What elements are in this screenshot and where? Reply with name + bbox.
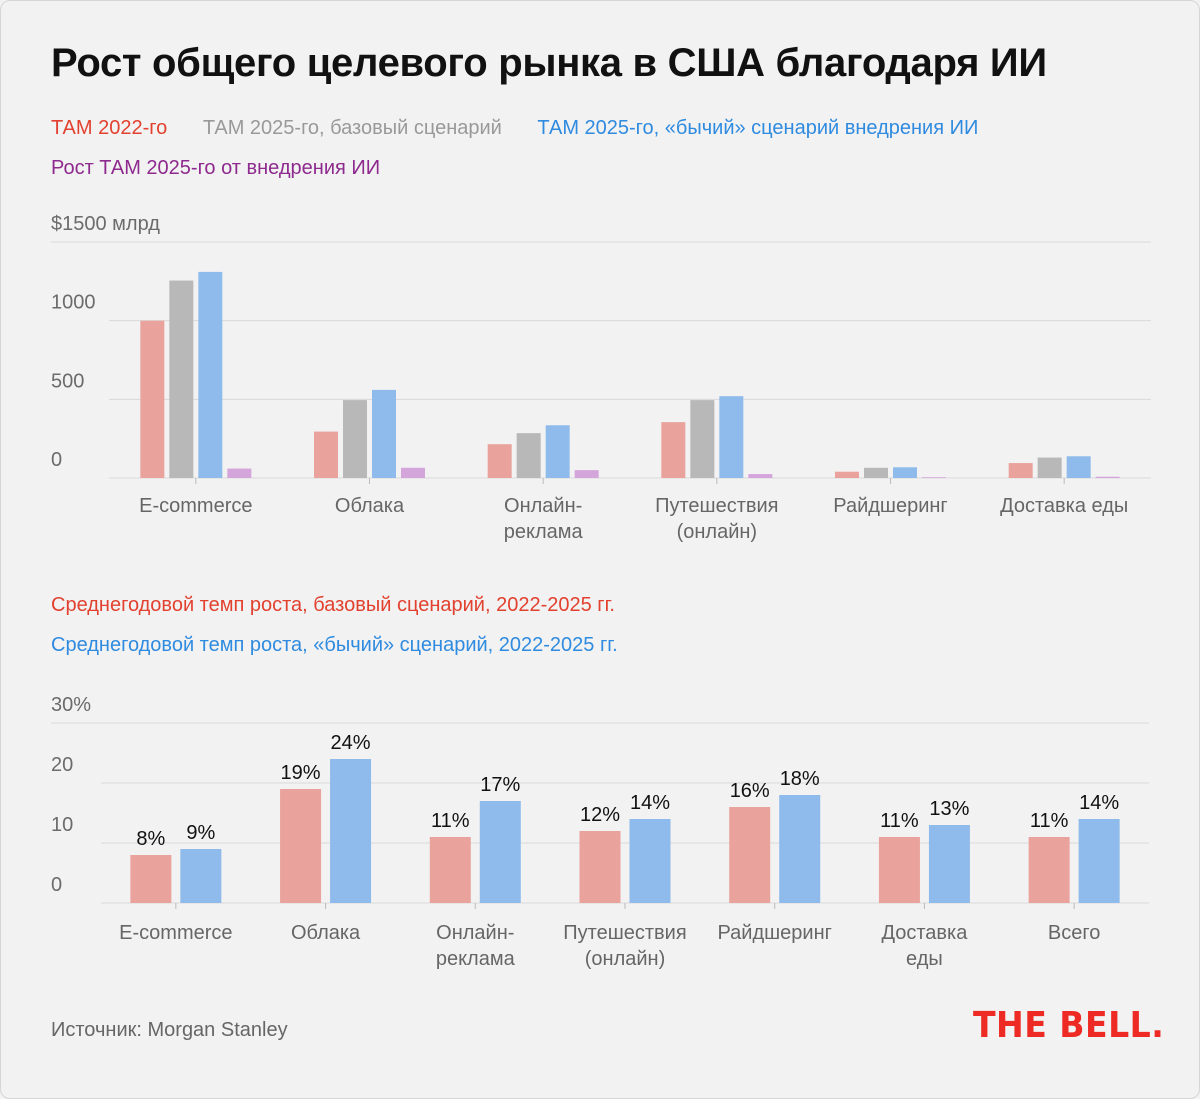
- bar-tam2025-base: [169, 280, 194, 478]
- x-category-label: Доставка: [881, 922, 968, 944]
- bar-tam2025-base: [343, 400, 367, 478]
- data-label: 11%: [431, 810, 470, 832]
- data-label: 18%: [780, 768, 820, 790]
- x-category-label: еды: [906, 948, 943, 970]
- legend-top: ТАМ 2022-го ТАМ 2025-го, базовый сценари…: [51, 108, 1151, 188]
- bar-cagr-base: [878, 837, 920, 903]
- bar-tam2025-base: [516, 433, 541, 478]
- legend-item-tam2022: ТАМ 2022-го: [51, 117, 168, 139]
- bar-growth-ai: [748, 474, 773, 478]
- data-label: 24%: [331, 732, 371, 754]
- x-category-label: Райдшеринг: [717, 922, 831, 944]
- bar-tam2025-base: [864, 467, 888, 478]
- y-tick-label: 10: [51, 814, 73, 836]
- x-category-label: E-commerce: [119, 922, 232, 944]
- x-category-label: Онлайн-: [504, 495, 582, 517]
- legend-item-tam2025-base: ТАМ 2025-го, базовый сценарий: [202, 117, 502, 139]
- chart-title: Рост общего целевого рынка в США благода…: [51, 41, 1047, 85]
- bar-tam2022: [835, 471, 859, 478]
- data-label: 11%: [1030, 810, 1069, 832]
- source-note: Источник: Morgan Stanley: [51, 1019, 288, 1041]
- bar-cagr-bull: [479, 801, 521, 903]
- bar-tam2022: [487, 444, 512, 478]
- data-label: 17%: [480, 774, 520, 796]
- y-tick-label: $1500 млрд: [51, 213, 160, 235]
- bar-cagr-bull: [629, 819, 671, 903]
- x-category-label: Райдшеринг: [833, 495, 947, 517]
- legend-item-tam2025-bull: ТАМ 2025-го, «бычий» сценарий внедрения …: [537, 117, 979, 139]
- data-label: 19%: [281, 762, 321, 784]
- legend-item-cagr-bull: Среднегодовой темп роста, «бычий» сценар…: [51, 634, 618, 656]
- bar-tam2025-base: [1037, 457, 1062, 478]
- bar-tam2025-bull: [545, 425, 570, 478]
- legend-item-growth-ai: Рост ТАМ 2025-го от внедрения ИИ: [51, 157, 381, 179]
- bar-growth-ai: [401, 467, 425, 478]
- y-tick-label: 1000: [51, 292, 96, 314]
- bar-cagr-bull: [928, 825, 970, 903]
- data-label: 12%: [580, 804, 620, 826]
- bar-tam2022: [314, 431, 338, 478]
- data-label: 13%: [929, 798, 969, 820]
- x-category-label: (онлайн): [677, 521, 758, 543]
- bar-cagr-bull: [180, 849, 222, 903]
- bar-growth-ai: [574, 470, 599, 478]
- bar-growth-ai: [922, 477, 946, 478]
- y-tick-label: 30%: [51, 694, 91, 716]
- data-label: 11%: [880, 810, 919, 832]
- x-category-label: Всего: [1048, 922, 1100, 944]
- bar-growth-ai: [1095, 476, 1120, 478]
- x-category-label: Путешествия: [563, 922, 686, 944]
- x-category-label: реклама: [504, 521, 584, 543]
- x-category-label: Путешествия: [655, 495, 778, 517]
- data-label: 14%: [1079, 792, 1119, 814]
- data-label: 9%: [186, 822, 215, 844]
- bar-tam2022: [140, 320, 165, 478]
- x-category-label: Доставка еды: [1000, 495, 1128, 517]
- bar-cagr-base: [130, 855, 172, 903]
- x-category-label: E-commerce: [139, 495, 252, 517]
- bar-cagr-base: [429, 837, 471, 903]
- x-category-label: (онлайн): [585, 948, 666, 970]
- data-label: 14%: [630, 792, 670, 814]
- bar-tam2022: [661, 422, 686, 478]
- bar-growth-ai: [227, 468, 252, 478]
- y-tick-label: 500: [51, 370, 84, 392]
- bar-tam2025-bull: [198, 271, 223, 478]
- charts-canvas: $1500 млрд 1000 500 0 E-commerce Облака Онлайн…: [51, 213, 1151, 970]
- bar-tam2025-bull: [893, 467, 917, 478]
- y-tick-label: 20: [51, 754, 73, 776]
- bar-cagr-bull: [1078, 819, 1120, 903]
- legend-bottom: Среднегодовой темп роста, базовый сценар…: [51, 585, 1151, 665]
- bar-tam2022: [1008, 463, 1033, 478]
- bar-cagr-bull: [330, 759, 372, 903]
- bar-tam2025-bull: [1066, 456, 1091, 478]
- data-label: 16%: [730, 780, 770, 802]
- bar-cagr-base: [280, 789, 322, 903]
- the-bell-logo: THE BELL.: [973, 1005, 1165, 1046]
- bar-tam2025-bull: [719, 396, 744, 478]
- bar-cagr-bull: [779, 795, 821, 903]
- x-category-label: Онлайн-: [436, 922, 514, 944]
- data-label: 8%: [136, 828, 165, 850]
- x-category-label: Облака: [291, 922, 361, 944]
- bar-tam2025-base: [690, 400, 715, 478]
- x-category-label: Облака: [335, 495, 405, 517]
- bar-cagr-base: [579, 831, 621, 903]
- y-tick-label: 0: [51, 874, 62, 896]
- bar-cagr-base: [1028, 837, 1070, 903]
- y-tick-label: 0: [51, 449, 62, 471]
- bar-tam2025-bull: [372, 389, 396, 478]
- legend-item-cagr-base: Среднегодовой темп роста, базовый сценар…: [51, 594, 615, 616]
- bar-cagr-base: [729, 807, 771, 903]
- x-category-label: реклама: [436, 948, 516, 970]
